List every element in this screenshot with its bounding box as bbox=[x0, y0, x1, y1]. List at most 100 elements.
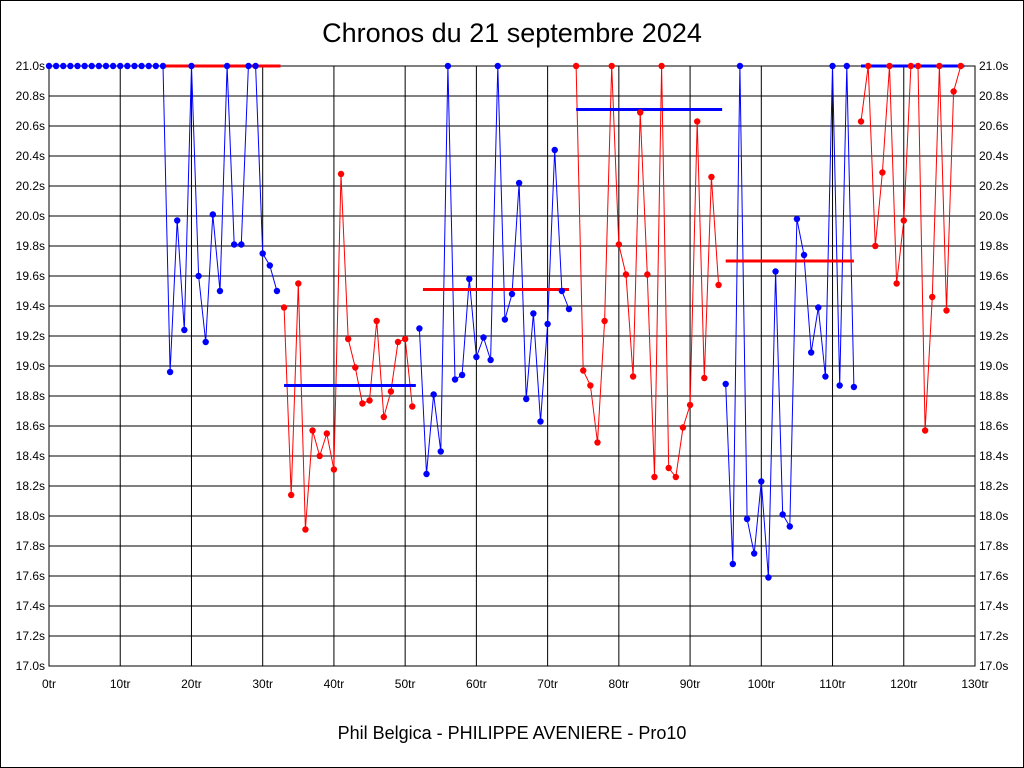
data-point bbox=[74, 62, 81, 70]
data-point bbox=[95, 62, 103, 70]
data-point bbox=[494, 62, 501, 70]
data-point bbox=[679, 424, 687, 431]
data-point bbox=[423, 470, 430, 478]
data-point bbox=[252, 62, 259, 70]
data-point bbox=[530, 310, 537, 317]
y-tick-label-right: 20.6s bbox=[979, 119, 1008, 133]
data-point bbox=[330, 466, 338, 473]
data-point bbox=[758, 478, 765, 485]
y-tick-label-left: 19.4s bbox=[16, 299, 45, 313]
data-point bbox=[501, 316, 509, 323]
data-point bbox=[793, 215, 801, 223]
data-point bbox=[594, 439, 601, 446]
data-point bbox=[458, 371, 466, 379]
data-point bbox=[637, 109, 644, 116]
data-point bbox=[181, 326, 188, 334]
y-tick-label-left: 17.6s bbox=[16, 569, 45, 583]
data-point bbox=[337, 170, 345, 178]
data-point bbox=[259, 250, 266, 257]
y-tick-label-right: 21.0s bbox=[979, 59, 1008, 73]
data-point bbox=[765, 574, 772, 581]
data-point bbox=[124, 62, 131, 70]
x-tick-label: 0tr bbox=[42, 677, 56, 691]
y-tick-label-left: 19.0s bbox=[16, 359, 45, 373]
y-tick-label-right: 17.8s bbox=[979, 539, 1008, 553]
y-tick-label-right: 20.4s bbox=[979, 149, 1008, 163]
data-point bbox=[387, 388, 395, 395]
data-point bbox=[216, 287, 224, 295]
y-tick-label-right: 20.8s bbox=[979, 89, 1008, 103]
data-point bbox=[81, 62, 88, 70]
data-point bbox=[572, 62, 580, 70]
data-point bbox=[380, 413, 387, 421]
data-point bbox=[857, 118, 865, 125]
data-point bbox=[45, 62, 53, 70]
data-point bbox=[686, 401, 694, 409]
data-point bbox=[138, 62, 145, 70]
data-point bbox=[523, 395, 530, 403]
x-tick-label: 90tr bbox=[680, 677, 701, 691]
y-tick-label-left: 20.8s bbox=[16, 89, 45, 103]
data-point bbox=[886, 62, 893, 70]
data-point bbox=[708, 173, 715, 181]
data-point bbox=[223, 62, 231, 70]
data-point bbox=[565, 305, 573, 313]
gridlines bbox=[48, 65, 976, 667]
data-point bbox=[302, 526, 309, 533]
data-point bbox=[401, 335, 409, 343]
y-tick-label-right: 20.0s bbox=[979, 209, 1008, 223]
data-point bbox=[879, 169, 886, 176]
data-point bbox=[174, 217, 181, 224]
data-point bbox=[558, 287, 566, 295]
x-tick-label: 70tr bbox=[537, 677, 558, 691]
data-point bbox=[352, 364, 359, 371]
data-point bbox=[580, 367, 587, 374]
x-tick-label: 30tr bbox=[252, 677, 273, 691]
data-point bbox=[344, 335, 352, 343]
y-tick-label-left: 20.4s bbox=[16, 149, 45, 163]
y-tick-label-left: 17.4s bbox=[16, 599, 45, 613]
data-point bbox=[736, 62, 744, 70]
data-point bbox=[202, 338, 209, 346]
y-tick-label-left: 19.6s bbox=[16, 269, 45, 283]
x-tick-label: 10tr bbox=[110, 677, 131, 691]
x-tick-label: 110tr bbox=[819, 677, 845, 691]
y-tick-label-left: 18.2s bbox=[16, 479, 45, 493]
data-point bbox=[266, 262, 274, 269]
data-point bbox=[480, 334, 487, 341]
data-point bbox=[807, 349, 815, 356]
y-tick-label-right: 17.0s bbox=[979, 659, 1008, 673]
x-axis: 0tr 10tr 20tr 30tr 40tr 50tr 60tr 70tr 80tr 90tr 1… bbox=[42, 677, 989, 691]
y-tick-label-left: 17.2s bbox=[16, 629, 45, 643]
data-point bbox=[466, 275, 473, 283]
data-point bbox=[715, 281, 722, 289]
data-point bbox=[409, 403, 416, 410]
y-tick-label-right: 18.4s bbox=[979, 449, 1008, 463]
data-point bbox=[508, 290, 516, 298]
data-point bbox=[544, 320, 551, 328]
data-point bbox=[245, 62, 252, 70]
data-point bbox=[872, 242, 879, 250]
data-point bbox=[843, 62, 850, 70]
y-tick-label-left: 18.4s bbox=[16, 449, 45, 463]
data-point bbox=[437, 448, 444, 455]
data-point bbox=[238, 241, 245, 248]
data-point bbox=[551, 146, 558, 154]
data-point bbox=[722, 380, 729, 388]
data-point bbox=[914, 62, 922, 70]
data-point bbox=[701, 374, 708, 382]
data-point bbox=[273, 287, 281, 295]
y-tick-label-right: 18.2s bbox=[979, 479, 1008, 493]
data-point bbox=[537, 418, 544, 425]
y-tick-label-left: 18.8s bbox=[16, 389, 45, 403]
y-tick-label-right: 18.6s bbox=[979, 419, 1008, 433]
data-point bbox=[451, 376, 459, 383]
data-point bbox=[629, 373, 637, 380]
data-point bbox=[209, 211, 217, 218]
x-tick-label: 40tr bbox=[324, 677, 345, 691]
data-point bbox=[850, 383, 858, 391]
data-point bbox=[694, 118, 701, 125]
data-point bbox=[280, 304, 288, 311]
y-tick-label-left: 18.0s bbox=[16, 509, 45, 523]
data-point bbox=[373, 317, 380, 325]
